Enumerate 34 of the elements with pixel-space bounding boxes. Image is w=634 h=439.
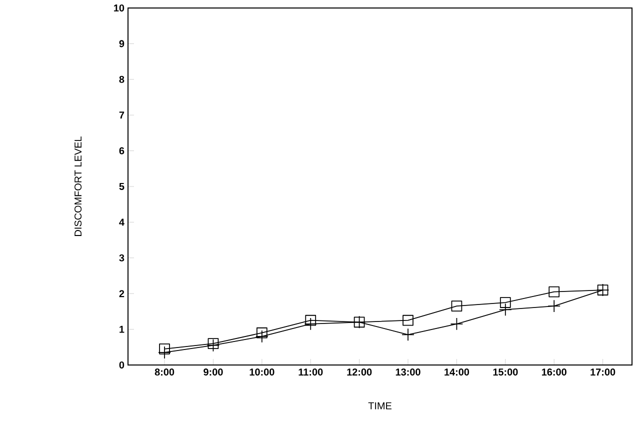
y-tick-label: 5 — [119, 183, 124, 190]
y-tick-label: 6 — [119, 147, 124, 154]
y-tick-label: 7 — [119, 112, 124, 119]
point — [548, 286, 560, 298]
point — [255, 330, 268, 343]
y-tick-label: 1 — [120, 326, 124, 333]
point — [402, 314, 414, 326]
x-tick-label: 11:00 — [298, 368, 323, 376]
x-tick-label: 14:00 — [444, 368, 470, 376]
point — [548, 300, 561, 313]
y-axis-title: DISCOMFORT LEVEL — [74, 136, 82, 236]
x-tick-label: 12:00 — [347, 368, 372, 376]
point — [450, 318, 464, 330]
y-tick-label: 3 — [119, 254, 124, 262]
x-tick-label: 9:00 — [204, 368, 223, 376]
x-tick-label: 15:00 — [493, 368, 518, 376]
x-tick-label: 8:00 — [154, 368, 174, 376]
y-tick-label: 8 — [119, 76, 124, 83]
y-tick-label: 4 — [119, 218, 124, 226]
y-tick-label: 2 — [119, 290, 124, 298]
point — [208, 338, 219, 349]
point — [451, 300, 462, 312]
x-tick-label: 10:00 — [250, 368, 274, 376]
point — [158, 346, 171, 359]
y-tick-label: 9 — [119, 40, 124, 48]
y-tick-label: 10 — [114, 4, 124, 12]
y-tick-label: 0 — [119, 361, 124, 369]
x-tick-label: 16:00 — [542, 368, 566, 376]
point — [304, 318, 318, 330]
x-tick-label: 13:00 — [396, 368, 420, 376]
point — [402, 328, 414, 342]
x-tick-label: 17:00 — [590, 368, 616, 376]
x-axis-title: TIME — [368, 402, 392, 410]
point — [206, 338, 220, 352]
